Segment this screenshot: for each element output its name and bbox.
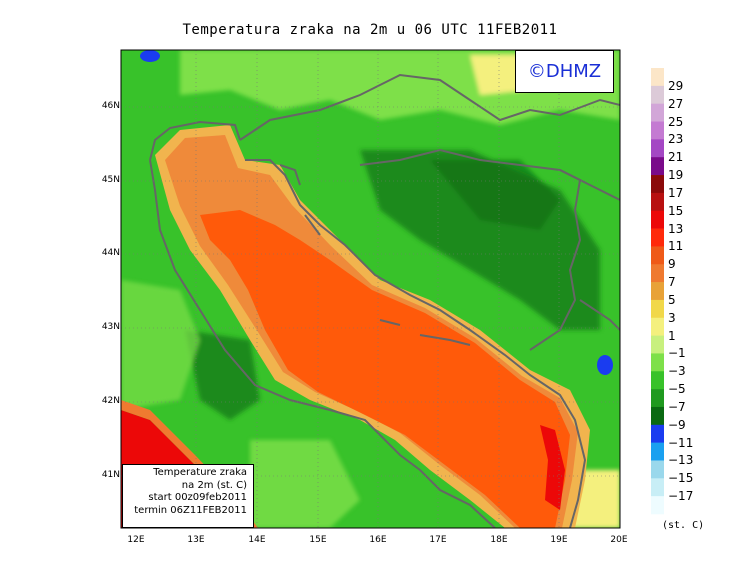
map-info-box: Temperature zraka na 2m (st. C) start 00…	[122, 464, 254, 528]
legend-swatch	[651, 406, 664, 426]
legend-label: 15	[668, 203, 684, 218]
legend-label: 1	[668, 328, 676, 343]
legend-label: 19	[668, 168, 684, 183]
legend-swatch	[651, 85, 664, 104]
legend-swatch	[651, 442, 664, 461]
legend-label: 5	[668, 292, 676, 307]
legend-label: −7	[668, 399, 686, 414]
legend-label: 21	[668, 150, 684, 165]
legend-label: −1	[668, 346, 686, 361]
map-title: Temperatura zraka na 2m u 06 UTC 11FEB20…	[182, 22, 558, 38]
plot-frame	[120, 49, 621, 529]
border-slovenia	[239, 73, 620, 141]
lon-label: 14E	[248, 535, 266, 545]
lat-label: 42N	[101, 396, 120, 406]
adriatic-warm	[200, 210, 570, 528]
legend-swatch	[651, 371, 664, 390]
legend-label: −3	[668, 364, 686, 379]
legend-swatch	[651, 335, 664, 354]
lon-label: 19E	[550, 535, 568, 545]
land-light-south	[250, 440, 360, 528]
info-line-2: na 2m (st. C)	[181, 479, 247, 491]
legend-swatch	[651, 264, 664, 283]
lon-label: 13E	[187, 535, 205, 545]
legend-swatch	[651, 246, 664, 265]
lon-label: 18E	[490, 535, 508, 545]
lon-label: 20E	[610, 535, 628, 545]
cold-spot-north	[140, 50, 160, 62]
dhmz-logo: ©DHMZ	[515, 50, 614, 93]
legend-swatch	[651, 317, 664, 336]
lon-label: 12E	[127, 535, 145, 545]
legend-label: 13	[668, 221, 684, 236]
legend-label: 11	[668, 239, 684, 254]
legend-swatch	[651, 228, 664, 247]
legend-swatch	[651, 103, 664, 122]
border-serbia	[559, 169, 620, 331]
lat-label: 45N	[101, 175, 120, 185]
lon-label: 16E	[369, 535, 387, 545]
legend-swatch	[651, 353, 664, 372]
legend-label: −9	[668, 417, 686, 432]
legend-label: −17	[668, 489, 694, 504]
lat-label: 43N	[101, 322, 120, 332]
legend-swatch	[651, 496, 664, 515]
lat-label: 46N	[101, 101, 120, 111]
legend-unit: (st. C)	[662, 520, 705, 531]
legend-swatch	[651, 299, 664, 319]
info-line-4: termin 06Z11FEB2011	[134, 504, 247, 516]
cold-spot-east	[597, 355, 613, 375]
legend-swatch	[651, 282, 664, 301]
legend-label: 9	[668, 257, 676, 272]
lat-label: 44N	[101, 248, 120, 258]
lat-label: 41N	[101, 470, 120, 480]
coastline-italy	[149, 120, 496, 528]
legend-swatch	[651, 121, 664, 140]
legend-label: −15	[668, 471, 694, 486]
legend-label: 7	[668, 275, 676, 290]
land-dark-italy	[185, 330, 260, 420]
legend-swatch	[651, 424, 664, 443]
legend-swatch	[651, 210, 664, 229]
legend-swatch	[651, 139, 664, 158]
info-line-1: Temperature zraka	[153, 467, 247, 478]
lon-label: 17E	[429, 535, 447, 545]
legend-label: −5	[668, 382, 686, 397]
legend-swatch	[651, 478, 664, 497]
legend-label: 17	[668, 185, 684, 200]
info-line-3: start 00z09feb2011	[148, 492, 247, 503]
legend-swatch	[651, 460, 664, 479]
land-dark-interior	[430, 160, 560, 230]
islands	[279, 164, 471, 346]
legend-swatch	[651, 175, 664, 194]
legend-label: 27	[668, 96, 684, 111]
lon-label: 15E	[309, 535, 327, 545]
legend-swatch	[651, 389, 664, 408]
legend-label: 25	[668, 114, 684, 129]
legend-label: 23	[668, 132, 684, 147]
legend-label: −11	[668, 435, 694, 450]
land-light-italy	[121, 280, 200, 410]
legend-label: 3	[668, 310, 676, 325]
coastline-croatia	[245, 159, 587, 528]
legend-swatch	[651, 192, 664, 212]
legend-colorbar	[651, 68, 664, 515]
legend-label: 29	[668, 78, 684, 93]
legend-swatch	[651, 68, 664, 87]
legend-label: −13	[668, 453, 694, 468]
legend-swatch	[651, 157, 664, 176]
